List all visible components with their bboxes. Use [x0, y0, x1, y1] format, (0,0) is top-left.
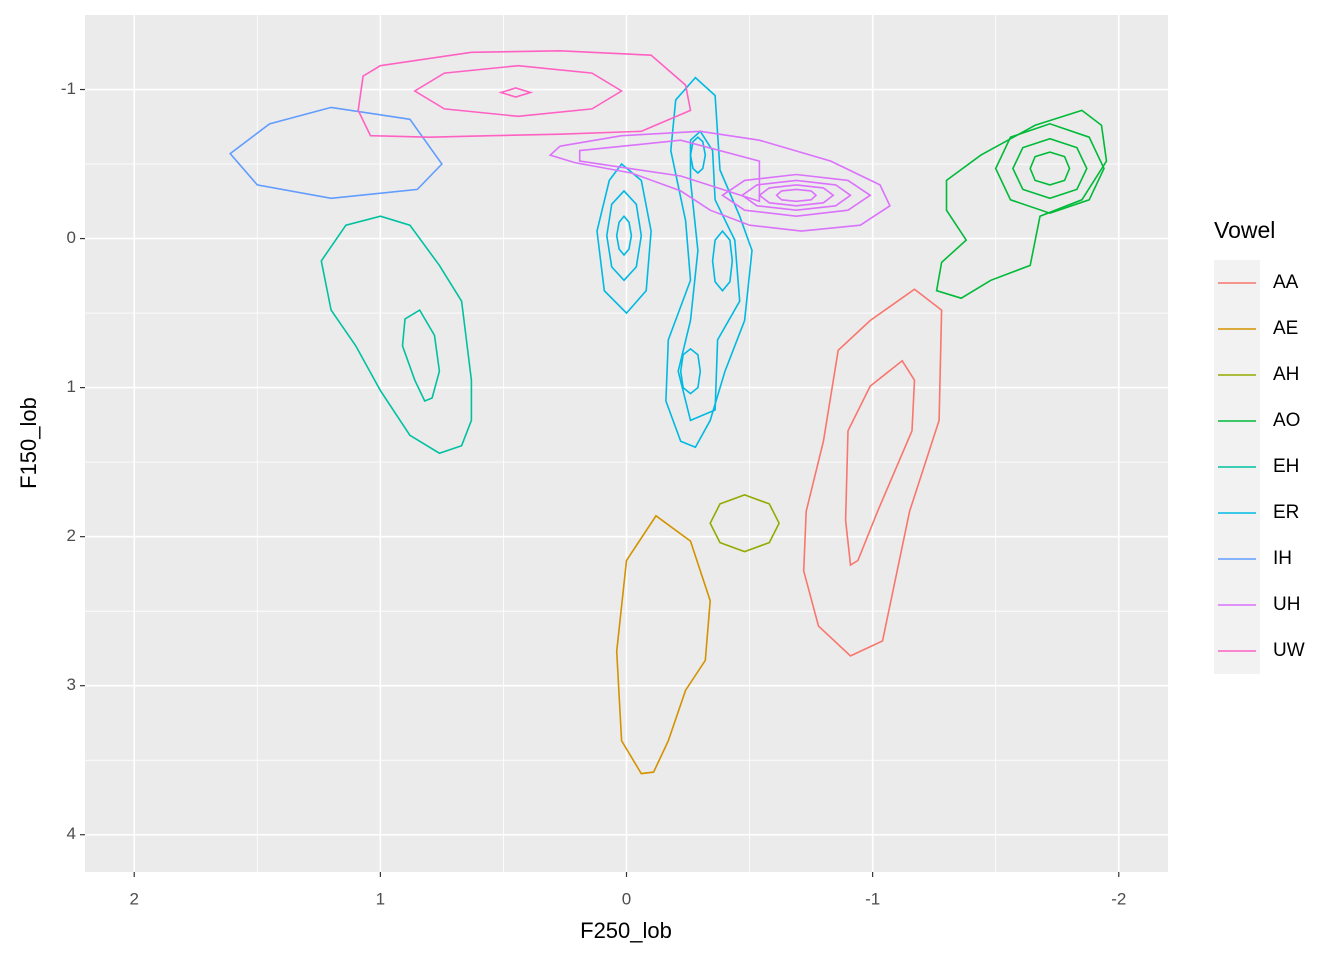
contour-line	[1012, 137, 1088, 200]
contour-line	[758, 184, 835, 207]
x-tick-label: -2	[1111, 889, 1126, 908]
legend-label: ER	[1273, 502, 1299, 523]
legend-label: AO	[1273, 410, 1300, 431]
contour-line	[721, 173, 872, 218]
contour-line	[802, 288, 943, 657]
x-tick-label: -1	[865, 889, 880, 908]
contour-line	[615, 514, 712, 775]
contour-line	[679, 347, 702, 395]
contour-line	[605, 189, 643, 282]
contour-line	[401, 308, 441, 403]
y-tick-label: -1	[61, 79, 76, 98]
contour-line	[413, 64, 624, 118]
x-tick-label: 0	[622, 889, 631, 908]
contour-line	[844, 359, 916, 567]
legend-label: UH	[1273, 594, 1300, 615]
x-axis-title: F250_lob	[580, 918, 672, 943]
legend-title: Vowel	[1214, 217, 1275, 243]
contour-line	[1029, 151, 1071, 186]
y-tick-label: 4	[67, 824, 76, 843]
y-axis-title: F150_lob	[16, 397, 41, 489]
legend-label: IH	[1273, 548, 1292, 569]
contour-line	[711, 229, 734, 292]
legend-label: EH	[1273, 456, 1299, 477]
contour-line	[677, 130, 741, 422]
contour-line	[578, 139, 761, 203]
legend-label: AH	[1273, 364, 1299, 385]
contour-line	[709, 494, 780, 553]
contour-line	[320, 215, 473, 455]
contour-line	[665, 76, 753, 449]
contour-line	[689, 136, 707, 175]
legend-label: UW	[1273, 640, 1305, 661]
contour-line	[548, 130, 891, 232]
contour-line	[357, 49, 692, 139]
y-tick-label: 1	[67, 377, 76, 396]
contour-line	[498, 87, 534, 98]
y-tick-label: 3	[67, 675, 76, 694]
legend-label: AE	[1273, 318, 1298, 339]
legend-label: AA	[1273, 272, 1299, 293]
contour-line	[740, 179, 852, 212]
contour-line	[596, 162, 652, 315]
contour-line	[615, 214, 633, 257]
contour-line	[775, 188, 818, 203]
x-tick-label: 2	[129, 889, 138, 908]
contour-line	[935, 109, 1108, 300]
contour-line	[229, 106, 443, 200]
y-tick-label: 2	[67, 526, 76, 545]
x-tick-label: 1	[376, 889, 385, 908]
contour-line	[994, 122, 1105, 215]
y-tick-label: 0	[67, 228, 76, 247]
